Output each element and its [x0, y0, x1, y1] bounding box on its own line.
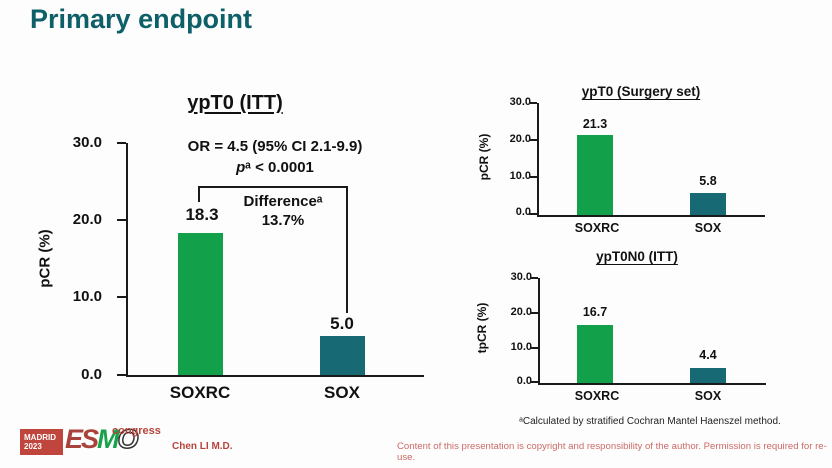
chart1-bar-sox [320, 336, 365, 375]
copyright-notice: Content of this presentation is copyrigh… [397, 441, 827, 463]
chart2-ytick: 30.0 [509, 96, 531, 108]
difference-value: 13.7% [261, 212, 305, 229]
logo-year: 2023 [24, 442, 42, 451]
chart2-xlabel-sox: SOX [694, 221, 722, 235]
chart1-plot-area [126, 143, 424, 377]
chart3-bar-soxrc [577, 324, 613, 383]
chart2-ytick: 10.0 [509, 170, 531, 182]
chart2-title: ypT0 (Surgery set) [581, 84, 701, 99]
chart3-xlabel-soxrc: SOXRC [574, 389, 620, 403]
chart2-tickmark [529, 102, 537, 104]
difference-label: Differenceᵃ [243, 193, 323, 210]
chart2-ytick: 20.0 [509, 133, 531, 145]
chart1-tickmark [117, 219, 126, 221]
chart3-y-axis-label: tpCR (%) [475, 302, 489, 354]
comparison-bracket-line [198, 186, 348, 188]
chart2-value-sox: 5.8 [699, 174, 717, 188]
chart1-title: ypT0 (ITT) [187, 92, 283, 114]
chart2-bar-sox [690, 193, 726, 215]
chart1-ytick: 10.0 [72, 288, 102, 305]
or-statistic: OR = 4.5 (95% CI 2.1-9.9) [187, 138, 363, 155]
chart2-tickmark [529, 213, 537, 215]
logo-city: MADRID [24, 433, 56, 442]
chart3-ytick: 10.0 [510, 341, 532, 353]
chart1-ytick: 0.0 [81, 366, 102, 383]
chart1-xlabel-sox: SOX [324, 383, 360, 402]
chart3-plot-area [538, 278, 766, 385]
chart2-tickmark [529, 176, 537, 178]
comparison-bracket-right [346, 186, 348, 313]
chart3-ytick: 0.0 [516, 375, 532, 387]
p-value: pᵃ < 0.0001 [236, 159, 314, 176]
chart3-ytick: 30.0 [510, 271, 532, 283]
page-title: Primary endpoint [30, 4, 253, 34]
chart1-statistics: OR = 4.5 (95% CI 2.1-9.9) pᵃ < 0.0001 [150, 136, 400, 178]
chart1-tickmark [117, 296, 126, 298]
chart1-value-sox: 5.0 [330, 314, 354, 333]
footnote: ᵃCalculated by stratified Cochran Mantel… [519, 416, 781, 427]
congress-label: congress [112, 425, 161, 437]
chart3-tickmark [530, 312, 538, 314]
esmo-logo: ESMO [65, 423, 139, 455]
chart2-y-axis-label: pCR (%) [477, 133, 491, 181]
comparison-bracket-left [198, 186, 200, 202]
chart2-ytick: 0.0 [515, 206, 531, 218]
chart3-xlabel-sox: SOX [694, 389, 722, 403]
chart3-ytick: 20.0 [510, 306, 532, 318]
chart2-tickmark [529, 139, 537, 141]
chart3-bar-sox [690, 367, 726, 383]
difference-annotation: Differenceᵃ 13.7% [233, 192, 333, 230]
chart3-tickmark [530, 347, 538, 349]
chart1-tickmark [117, 374, 126, 376]
chart1-ytick: 30.0 [72, 134, 102, 151]
chart3-tickmark [530, 277, 538, 279]
chart2-plot-area [537, 103, 765, 217]
chart2-xlabel-soxrc: SOXRC [574, 221, 620, 235]
esmo-madrid-badge: MADRID 2023 [20, 429, 63, 455]
chart1-ytick: 20.0 [72, 211, 102, 228]
chart1-bar-soxrc [178, 233, 223, 375]
chart2-value-soxrc: 21.3 [582, 117, 608, 131]
chart3-title: ypT0N0 (ITT) [596, 249, 678, 264]
chart3-value-sox: 4.4 [699, 348, 717, 362]
chart1-xlabel-soxrc: SOXRC [169, 383, 231, 402]
chart3-value-soxrc: 16.7 [582, 305, 608, 319]
chart3-tickmark [530, 381, 538, 383]
chart2-bar-soxrc [577, 135, 613, 215]
chart1-y-axis-label: pCR (%) [36, 229, 54, 288]
author-name: Chen LI M.D. [172, 441, 233, 452]
chart1-tickmark [117, 142, 126, 144]
chart1-value-soxrc: 18.3 [185, 205, 219, 224]
